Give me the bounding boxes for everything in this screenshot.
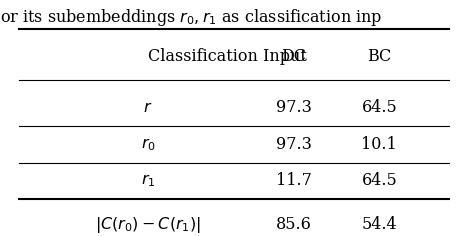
Text: $r_0$: $r_0$ xyxy=(140,136,156,153)
Text: Classification Input: Classification Input xyxy=(148,48,307,65)
Text: $|C(r_0) - C(r_1)|$: $|C(r_0) - C(r_1)|$ xyxy=(95,215,201,235)
Text: 11.7: 11.7 xyxy=(276,173,312,190)
Text: 97.3: 97.3 xyxy=(276,136,312,153)
Text: 10.1: 10.1 xyxy=(361,136,397,153)
Text: DC: DC xyxy=(281,48,306,65)
Text: $r_1$: $r_1$ xyxy=(141,173,155,190)
Text: 64.5: 64.5 xyxy=(361,99,397,116)
Text: 54.4: 54.4 xyxy=(361,216,397,233)
Text: BC: BC xyxy=(367,48,391,65)
Text: 97.3: 97.3 xyxy=(276,99,312,116)
Text: 64.5: 64.5 xyxy=(361,173,397,190)
Text: or its subembeddings $r_0, r_1$ as classification inp: or its subembeddings $r_0, r_1$ as class… xyxy=(0,7,382,28)
Text: 85.6: 85.6 xyxy=(276,216,312,233)
Text: $r$: $r$ xyxy=(143,99,153,116)
